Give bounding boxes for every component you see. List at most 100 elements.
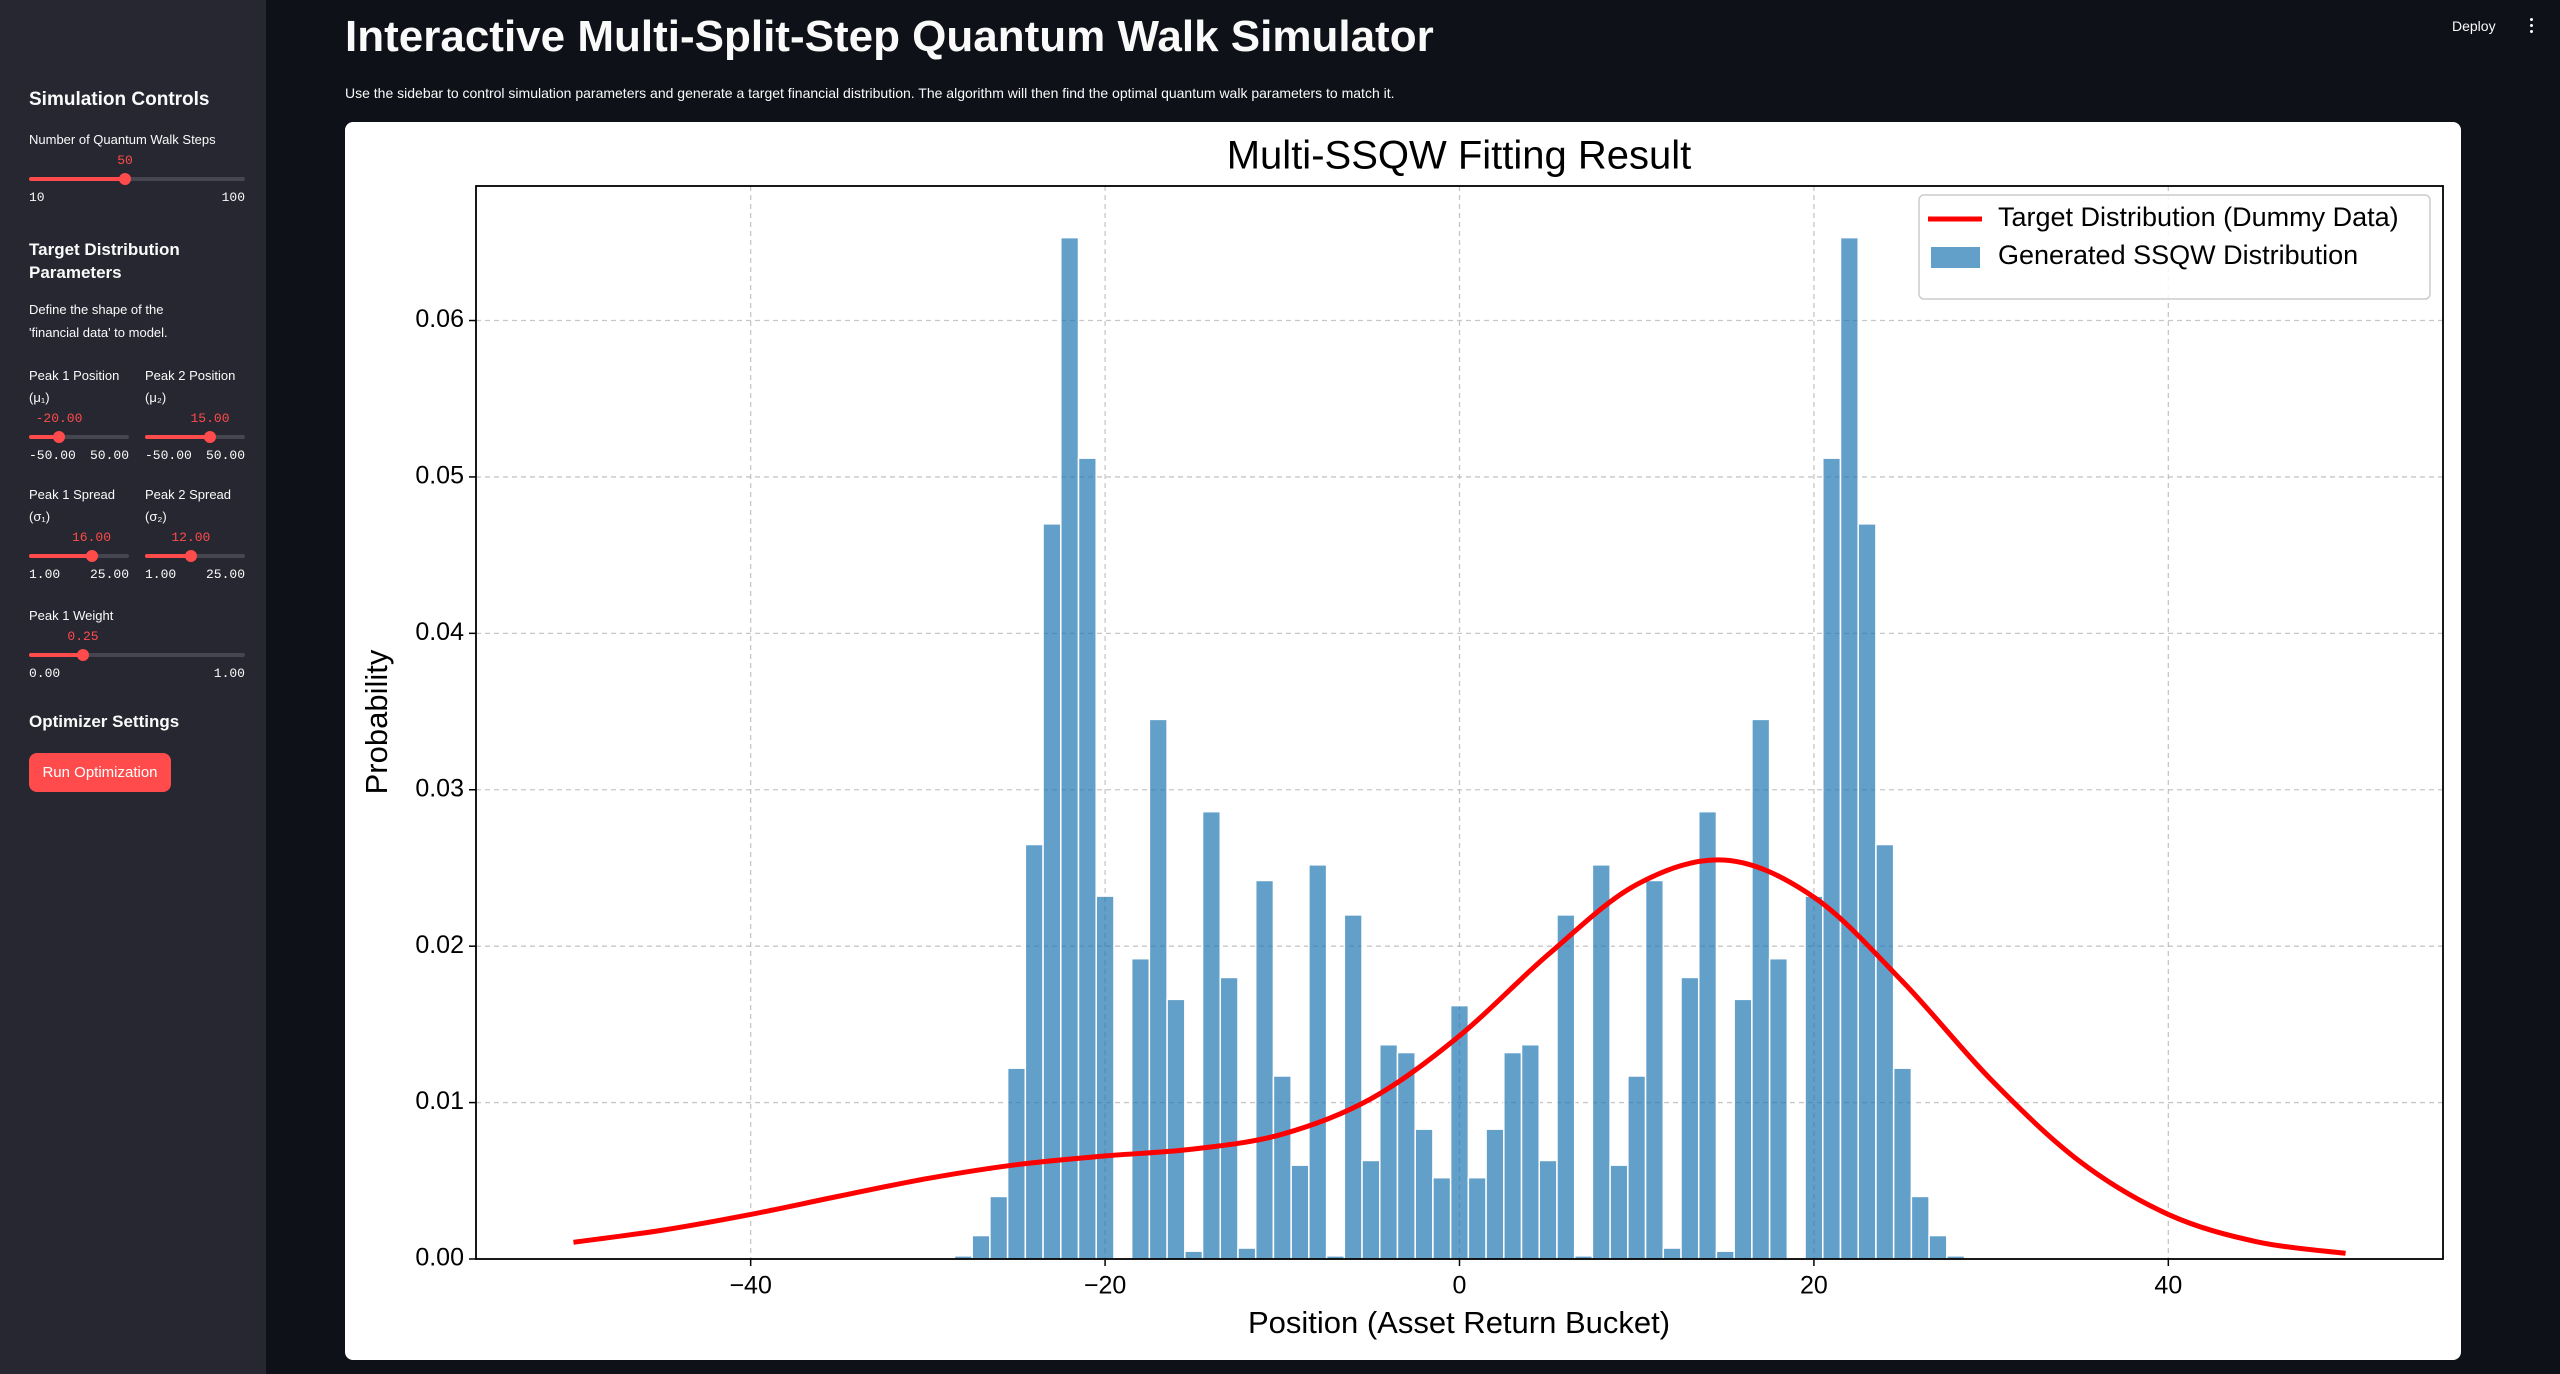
x-tick-label: 0 bbox=[1453, 1272, 1467, 1300]
slider-thumb[interactable] bbox=[204, 431, 216, 443]
slider[interactable]: Peak 2 Spread (σ₂) 12.00 1.00 25.00 bbox=[145, 484, 245, 582]
slider-rail bbox=[29, 177, 245, 181]
slider[interactable]: Peak 1 Spread (σ₁) 16.00 1.00 25.00 bbox=[29, 484, 129, 582]
slider-track bbox=[29, 171, 245, 187]
slider-min: -50.00 bbox=[145, 448, 192, 463]
legend-box bbox=[1918, 194, 2431, 300]
slider[interactable]: Number of Quantum Walk Steps 50 10 100 bbox=[29, 129, 245, 205]
bar bbox=[1095, 895, 1115, 1260]
slider-max: 25.00 bbox=[205, 567, 245, 582]
slider-range: -50.00 50.00 bbox=[145, 448, 245, 463]
slider-range: 0.00 1.00 bbox=[29, 666, 245, 681]
chart-card: Multi-SSQW Fitting Result Position (Asse… bbox=[345, 122, 2461, 1360]
bar bbox=[1485, 1128, 1505, 1260]
slider-thumb[interactable] bbox=[85, 550, 98, 562]
slider-track bbox=[29, 548, 129, 564]
x-axis-label: Position (Asset Return Bucket) bbox=[1248, 1305, 1670, 1340]
sidebar-heading: Simulation Controls bbox=[29, 89, 210, 110]
bar bbox=[1503, 1051, 1523, 1260]
bar bbox=[1254, 879, 1275, 1260]
slider-label: Peak 1 Weight bbox=[29, 608, 114, 623]
bar bbox=[1148, 718, 1168, 1260]
legend-label: Target Distribution (Dummy Data) bbox=[1998, 202, 2399, 232]
slider-max: 25.00 bbox=[89, 567, 129, 582]
slider-min: 1.00 bbox=[29, 567, 61, 582]
chart-title: Multi-SSQW Fitting Result bbox=[1227, 134, 1692, 178]
slider-value-row: 16.00 bbox=[29, 528, 129, 548]
bar bbox=[1520, 1043, 1540, 1260]
legend-swatch bbox=[1931, 247, 1980, 268]
run-button[interactable]: Run Optimization bbox=[29, 753, 171, 792]
slider-thumb[interactable] bbox=[53, 431, 65, 443]
sidebar: Simulation Controls Target Distribution … bbox=[0, 0, 266, 1374]
bar bbox=[1910, 1195, 1930, 1260]
y-tick-label: 0.00 bbox=[415, 1244, 464, 1272]
slider-fill bbox=[145, 554, 191, 558]
slider-range: 1.00 25.00 bbox=[145, 567, 245, 582]
bar bbox=[1768, 957, 1789, 1260]
section-heading: Optimizer Settings bbox=[29, 712, 180, 731]
bar bbox=[1414, 1128, 1434, 1260]
slider-value-row: -20.00 bbox=[29, 409, 129, 429]
bar bbox=[1556, 914, 1576, 1260]
slider-thumb[interactable] bbox=[119, 173, 131, 185]
bar bbox=[1928, 1234, 1948, 1260]
slider-thumb[interactable] bbox=[77, 649, 89, 661]
page-title: Interactive Multi-Split-Step Quantum Wal… bbox=[345, 12, 1434, 61]
section-heading: Target Distribution Parameters bbox=[29, 240, 180, 282]
slider-value: 50 bbox=[117, 153, 133, 168]
bar bbox=[1875, 843, 1895, 1260]
slider[interactable]: Peak 2 Position (μ₂) 15.00 -50.00 50.00 bbox=[145, 365, 245, 463]
bar bbox=[1609, 1164, 1629, 1260]
x-tick-label: −20 bbox=[1084, 1272, 1126, 1300]
slider-value: -20.00 bbox=[35, 411, 83, 426]
bar bbox=[971, 1234, 991, 1260]
bar bbox=[1804, 895, 1824, 1260]
bar bbox=[1697, 810, 1718, 1260]
slider-fill bbox=[29, 435, 59, 439]
slider-label: Peak 2 Position (μ₂) bbox=[145, 368, 236, 405]
slider-track bbox=[29, 429, 129, 445]
bar bbox=[1857, 523, 1877, 1260]
bar bbox=[1361, 1159, 1381, 1260]
bar bbox=[1308, 864, 1328, 1260]
bar bbox=[1024, 843, 1044, 1260]
bar bbox=[1201, 810, 1222, 1260]
slider-thumb[interactable] bbox=[184, 550, 197, 562]
bar bbox=[1467, 1176, 1487, 1260]
slider-rail bbox=[29, 435, 129, 439]
bar bbox=[1591, 864, 1611, 1260]
slider-max: 100 bbox=[221, 190, 245, 205]
bar bbox=[1751, 718, 1771, 1260]
menu-button[interactable] bbox=[2530, 18, 2534, 34]
slider[interactable]: Peak 1 Position (μ₁) -20.00 -50.00 50.00 bbox=[29, 365, 129, 463]
bar bbox=[1060, 236, 1080, 1260]
legend-label: Generated SSQW Distribution bbox=[1998, 240, 2358, 270]
y-axis-label: Probability bbox=[359, 649, 394, 794]
bar bbox=[1166, 998, 1186, 1260]
slider-track bbox=[145, 548, 245, 564]
y-tick-label: 0.06 bbox=[415, 305, 464, 333]
bar bbox=[1379, 1043, 1399, 1260]
slider-max: 50.00 bbox=[205, 448, 245, 463]
y-tick-label: 0.05 bbox=[415, 462, 464, 490]
slider-fill bbox=[29, 554, 92, 558]
slider-fill bbox=[29, 653, 83, 657]
page-description: Use the sidebar to control simulation pa… bbox=[345, 85, 1395, 101]
slider-value-row: 50 bbox=[29, 151, 245, 171]
bar bbox=[1627, 1075, 1647, 1260]
y-tick-label: 0.04 bbox=[415, 618, 464, 646]
slider-value: 16.00 bbox=[71, 530, 112, 545]
slider-min: 0.00 bbox=[29, 666, 61, 681]
slider-fill bbox=[145, 435, 210, 439]
y-tick-label: 0.01 bbox=[415, 1087, 464, 1115]
slider[interactable]: Peak 1 Weight 0.25 0.00 1.00 bbox=[29, 605, 245, 681]
slider-value: 15.00 bbox=[190, 411, 230, 426]
y-tick-label: 0.02 bbox=[415, 931, 464, 959]
slider-fill bbox=[29, 177, 125, 181]
slider-track bbox=[145, 429, 245, 445]
deploy-button[interactable]: Deploy bbox=[2452, 18, 2496, 34]
line bbox=[573, 857, 2346, 1256]
slider-min: 10 bbox=[29, 190, 45, 205]
